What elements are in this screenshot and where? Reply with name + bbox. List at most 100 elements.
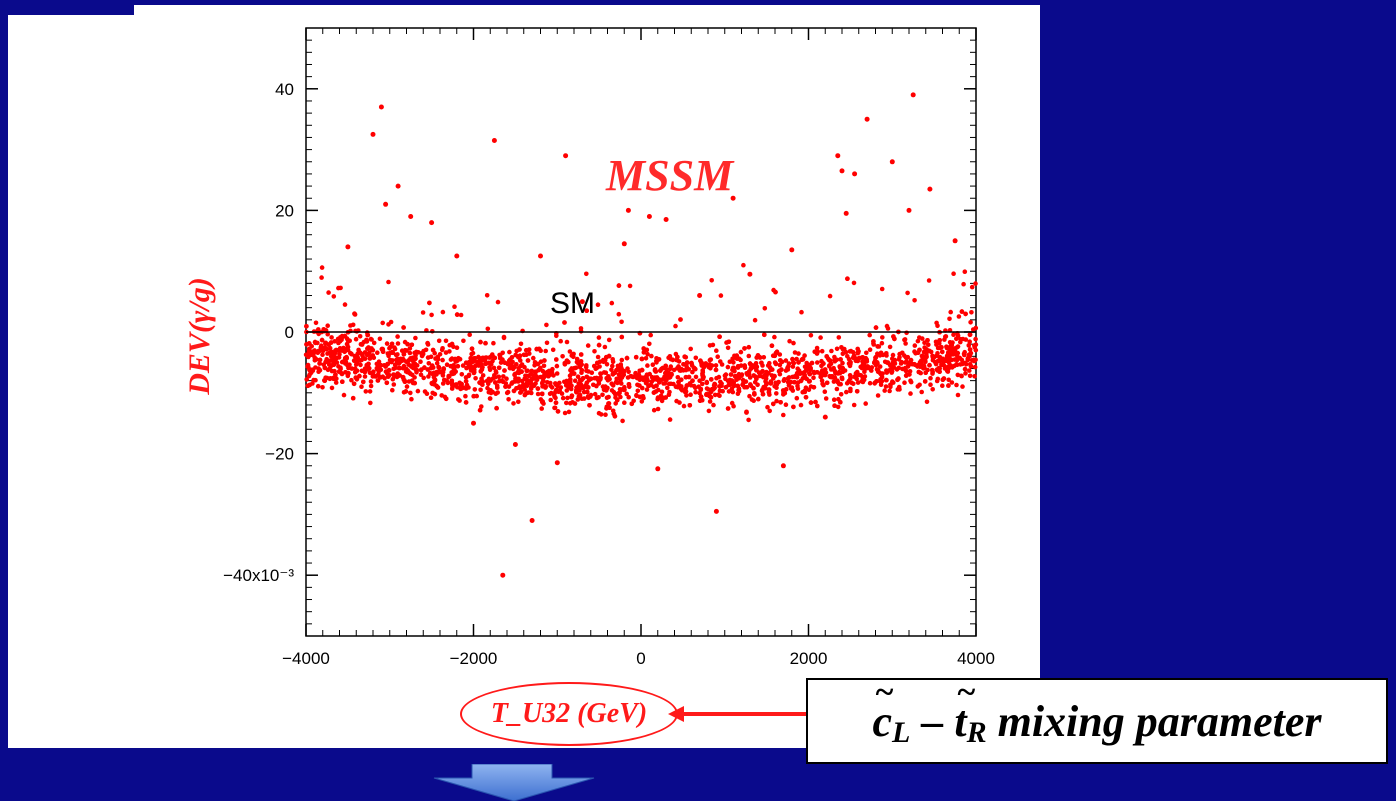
scatter-point [464,382,470,388]
scatter-point [930,387,935,392]
scatter-point [922,357,928,363]
scatter-point [967,332,973,337]
scatter-point [444,362,450,368]
mixing-parameter-text: mixing parameter [986,696,1322,746]
scatter-point [331,294,337,299]
scatter-point [751,385,756,391]
scatter-point [572,365,577,371]
scatter-point [792,374,797,379]
scatter-point [337,346,343,351]
scatter-point [354,361,360,366]
scatter-point-outlier [789,247,795,253]
scatter-point [681,362,686,367]
scatter-point [910,361,916,367]
scatter-point [940,377,946,383]
scatter-point [560,354,565,359]
scatter-point [678,386,684,392]
scatter-point [595,377,600,382]
scatter-point [884,377,889,383]
scatter-point [895,387,901,392]
scatter-point [708,389,714,395]
scatter-point [755,382,760,388]
scatter-point [604,362,610,367]
scatter-point [706,408,712,414]
scatter-point [700,368,705,373]
scatter-point [903,373,909,378]
scatter-point [731,360,736,365]
scatter-point [847,363,853,369]
scatter-point [555,409,561,414]
scatter-point [583,383,588,388]
scatter-point [708,357,714,362]
scatter-point [885,360,891,365]
scatter-point [867,347,873,353]
scatter-point [609,300,615,306]
scatter-point [926,342,931,348]
scatter-point [822,367,828,372]
scatter-point [800,356,806,362]
scatter-point [325,323,331,329]
scatter-point [746,417,751,423]
scatter-point [955,355,961,360]
scatter-point [754,364,760,370]
scatter-point [413,335,418,341]
scatter-point [325,331,331,337]
scatter-point [932,354,937,360]
scatter-point [820,372,826,378]
scatter-point [795,383,800,389]
scatter-point [634,375,640,381]
scatter-point [517,385,522,390]
scatter-point [774,398,779,404]
scatter-point [598,412,604,417]
scatter-point [487,355,492,360]
scatter-point [764,381,769,387]
scatter-point [337,352,342,357]
scatter-point [759,360,764,366]
scatter-point [567,401,573,406]
scatter-point [864,350,869,356]
scatter-point [838,357,843,362]
scatter-point [574,385,579,390]
scatter-point [867,380,873,386]
scatter-point [945,350,951,355]
scatter-point [458,382,464,388]
scatter-point [819,348,825,354]
scatter-point [383,364,388,369]
scatter-point [317,348,323,354]
scatter-point [544,340,550,346]
scatter-point-outlier [383,201,389,207]
scatter-point [962,269,968,275]
scatter-point [973,325,979,331]
scatter-point [395,334,400,339]
scatter-point [320,352,325,358]
scatter-point [961,281,966,287]
scatter-point [485,326,491,332]
scatter-point [370,372,376,377]
scatter-point [404,384,410,389]
scatter-point [395,341,401,346]
scatter-point [902,337,907,343]
scatter-point-outlier [646,214,652,219]
scatter-point [479,404,484,409]
scatter-point [513,376,518,381]
scatter-point [384,341,390,346]
x-tick-label: 4000 [957,649,995,668]
scatter-point [361,379,366,385]
scatter-point [650,362,656,368]
scatter-point [727,359,733,365]
scatter-point [367,389,373,394]
scatter-point [568,385,573,391]
scatter-point [663,363,668,369]
scatter-point [457,356,463,362]
scatter-point [585,389,590,395]
scatter-point [725,364,731,370]
scatter-point [731,403,736,409]
scatter-point [440,357,445,363]
scatter-point [840,351,846,357]
scatter-point [903,368,909,374]
scatter-point [639,399,645,404]
scatter-point [659,389,665,395]
scatter-point [359,384,364,390]
scatter-point [712,392,718,398]
scatter-point-outlier [852,171,858,177]
